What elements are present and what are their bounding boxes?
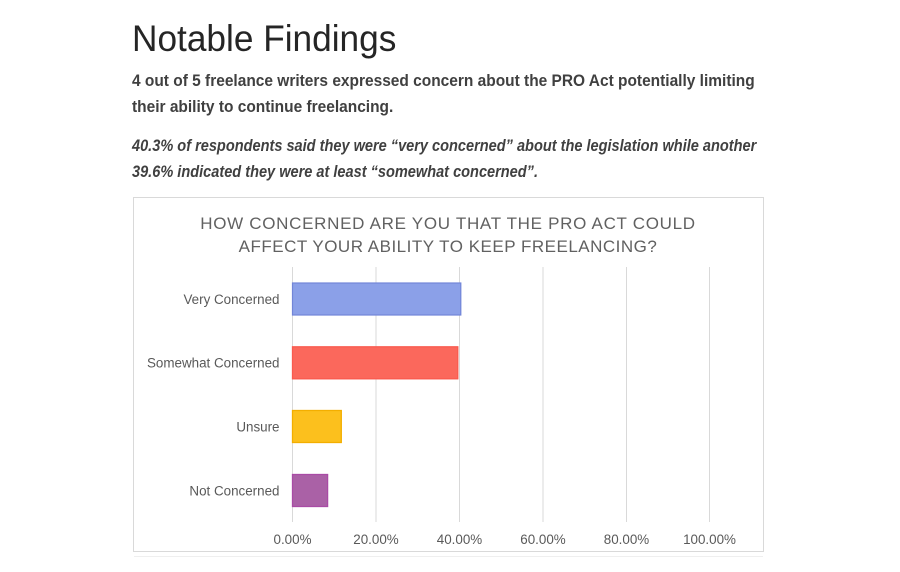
svg-text:Very Concerned: Very Concerned <box>183 292 279 307</box>
svg-text:80.00%: 80.00% <box>604 532 650 547</box>
svg-text:20.00%: 20.00% <box>353 532 399 547</box>
svg-text:Unsure: Unsure <box>236 419 279 434</box>
svg-text:100.00%: 100.00% <box>683 532 736 547</box>
svg-text:HOW CONCERNED ARE YOU THAT THE: HOW CONCERNED ARE YOU THAT THE PRO ACT C… <box>200 214 696 233</box>
svg-text:Not Concerned: Not Concerned <box>189 483 279 498</box>
svg-text:Somewhat Concerned: Somewhat Concerned <box>147 356 280 371</box>
svg-text:0.00%: 0.00% <box>274 532 312 547</box>
svg-text:AFFECT YOUR ABILITY TO KEEP FR: AFFECT YOUR ABILITY TO KEEP FREELANCING? <box>239 237 658 256</box>
svg-text:60.00%: 60.00% <box>520 532 566 547</box>
svg-text:40.00%: 40.00% <box>437 532 483 547</box>
